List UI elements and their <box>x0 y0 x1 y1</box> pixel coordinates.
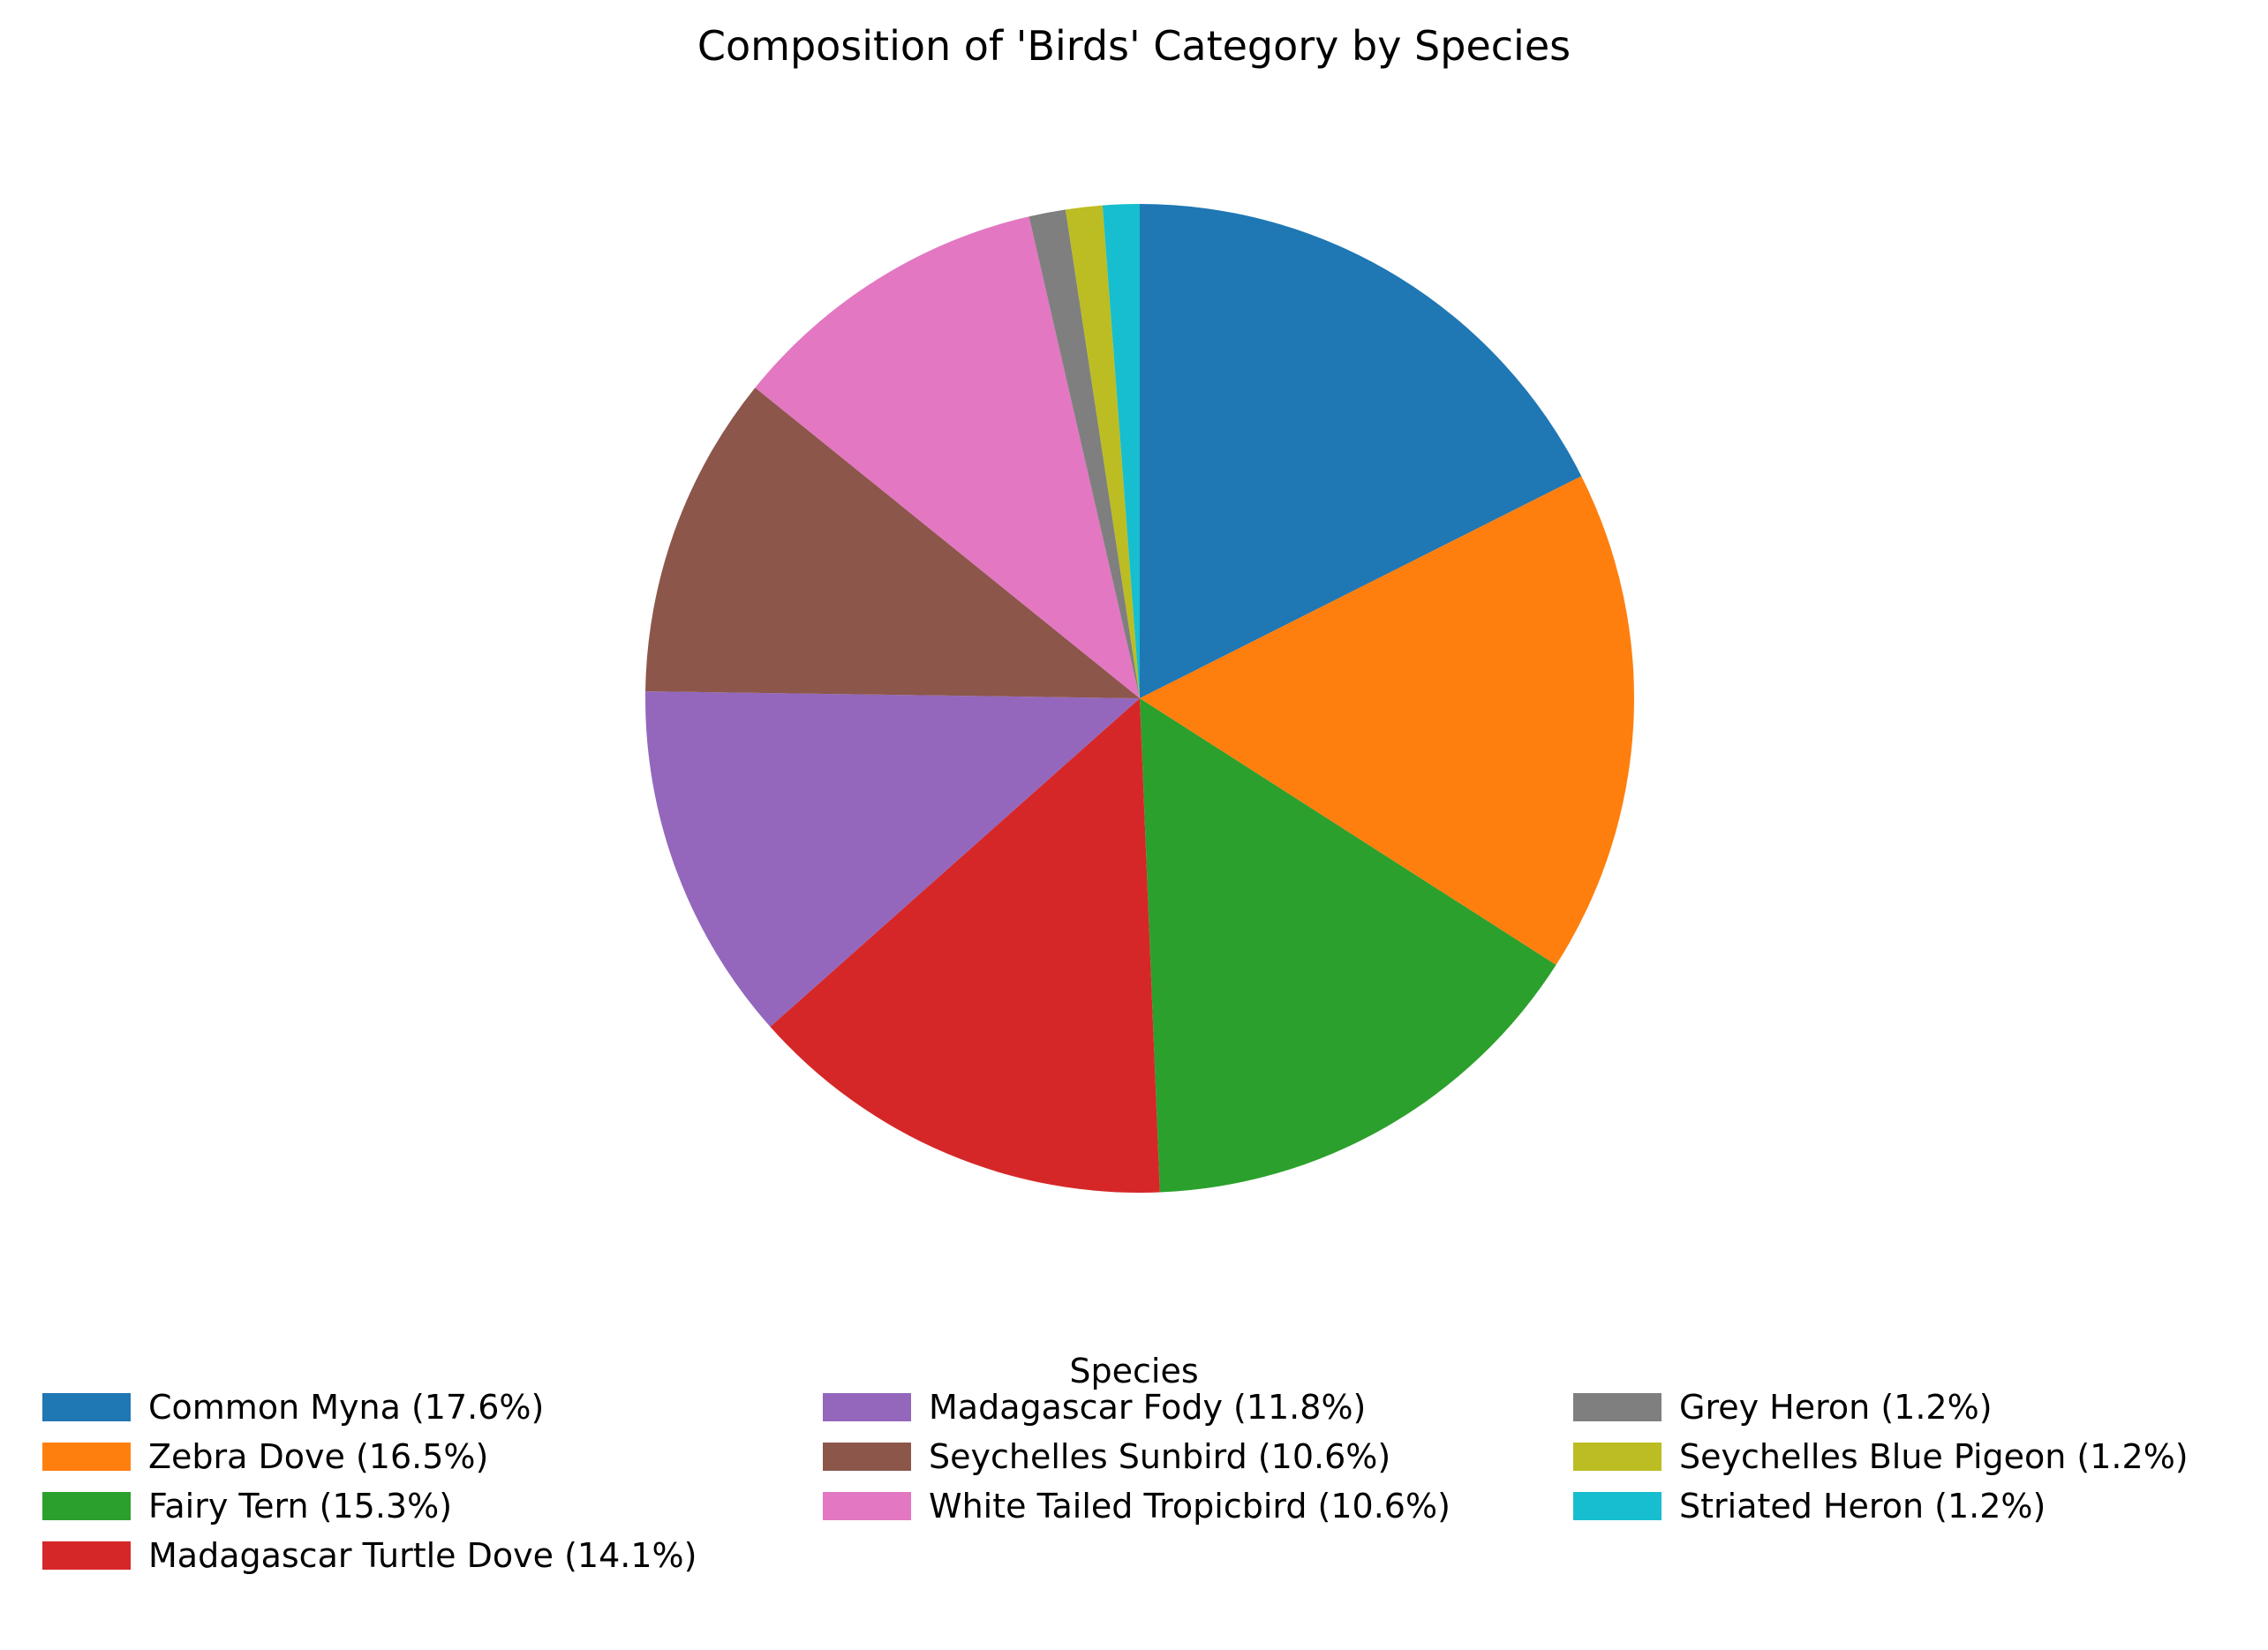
pie-slice-seychelles-sunbird <box>645 388 1140 698</box>
legend-item: Fairy Tern (15.3%) <box>42 1483 452 1529</box>
legend-item: Striated Heron (1.2%) <box>1573 1483 2046 1529</box>
legend-label: Zebra Dove (16.5%) <box>148 1437 489 1476</box>
legend-label: White Tailed Tropicbird (10.6%) <box>929 1487 1450 1526</box>
pie-slice-grey-heron <box>1029 209 1140 699</box>
legend-swatch <box>823 1443 911 1471</box>
legend-swatch <box>823 1393 911 1421</box>
pie-slice-madagascar-fody <box>645 691 1140 1028</box>
pie-slice-striated-heron <box>1102 204 1140 698</box>
legend-item: Grey Heron (1.2%) <box>1573 1384 1993 1430</box>
pie-slice-seychelles-blue-pigeon <box>1065 205 1140 699</box>
legend-label: Striated Heron (1.2%) <box>1679 1487 2046 1526</box>
legend-label: Fairy Tern (15.3%) <box>148 1487 453 1526</box>
chart-title: Composition of 'Birds' Category by Speci… <box>697 22 1571 70</box>
legend-swatch <box>42 1541 131 1570</box>
pie-slice-zebra-dove <box>1140 476 1635 966</box>
legend-label: Seychelles Blue Pigeon (1.2%) <box>1679 1437 2189 1476</box>
pie-slice-fairy-tern <box>1140 698 1556 1193</box>
legend-swatch <box>1573 1393 1661 1421</box>
pie-slice-madagascar-turtle-dove <box>770 698 1160 1193</box>
pie-slice-white-tailed-tropicbird <box>755 216 1140 699</box>
legend-item: Madagascar Fody (11.8%) <box>823 1384 1366 1430</box>
legend-label: Seychelles Sunbird (10.6%) <box>929 1437 1391 1476</box>
legend-swatch <box>1573 1443 1661 1471</box>
legend-item: Seychelles Sunbird (10.6%) <box>823 1434 1390 1480</box>
legend-label: Madagascar Fody (11.8%) <box>929 1388 1367 1427</box>
legend-swatch <box>42 1443 131 1471</box>
legend-item: White Tailed Tropicbird (10.6%) <box>823 1483 1450 1529</box>
pie-slice-common-myna <box>1140 204 1582 698</box>
legend-label: Madagascar Turtle Dove (14.1%) <box>148 1536 697 1575</box>
legend-item: Common Myna (17.6%) <box>42 1384 544 1430</box>
legend-label: Grey Heron (1.2%) <box>1679 1388 1993 1427</box>
legend-swatch <box>1573 1492 1661 1520</box>
legend-item: Seychelles Blue Pigeon (1.2%) <box>1573 1434 2189 1480</box>
legend-swatch <box>42 1492 131 1520</box>
legend-swatch <box>823 1492 911 1520</box>
legend-swatch <box>42 1393 131 1421</box>
legend-item: Zebra Dove (16.5%) <box>42 1434 488 1480</box>
legend-title: Species <box>1069 1352 1199 1390</box>
legend-item: Madagascar Turtle Dove (14.1%) <box>42 1533 697 1578</box>
legend-label: Common Myna (17.6%) <box>148 1388 545 1427</box>
